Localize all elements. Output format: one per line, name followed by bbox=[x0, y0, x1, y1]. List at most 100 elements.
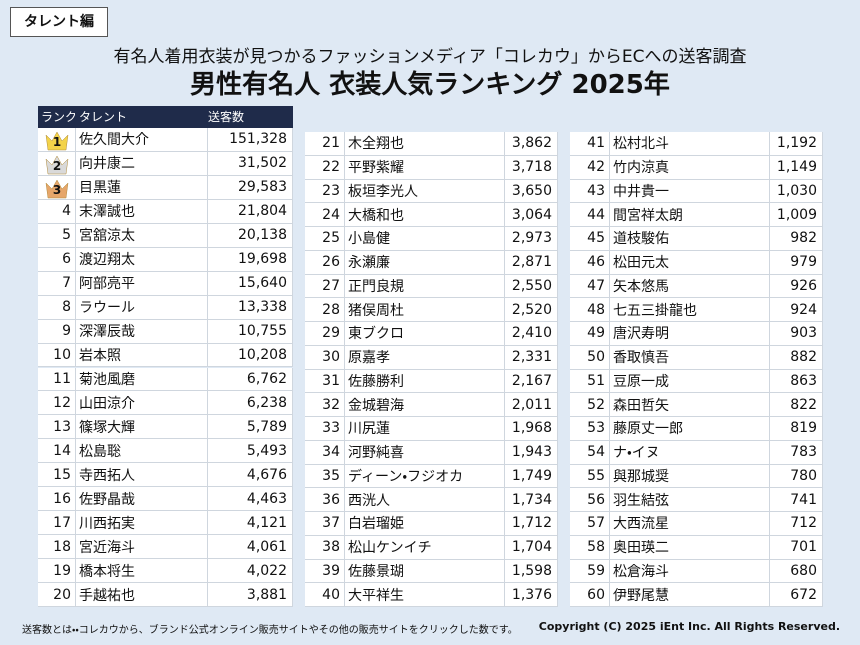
rank: 4 bbox=[38, 199, 76, 224]
talent-name: 宮近海斗 bbox=[76, 535, 208, 560]
talent-name: 七五三掛龍也 bbox=[610, 298, 770, 322]
referral-count: 4,676 bbox=[208, 463, 293, 488]
referral-count: 10,755 bbox=[208, 319, 293, 344]
talent-name: 手越祐也 bbox=[76, 583, 208, 607]
talent-name: 寺西拓人 bbox=[76, 463, 208, 488]
referral-count: 2,520 bbox=[505, 298, 558, 322]
talent-name: 目黒蓮 bbox=[76, 175, 208, 200]
referral-count: 1,376 bbox=[505, 583, 558, 607]
referral-count: 3,881 bbox=[208, 583, 293, 607]
rank: 52 bbox=[570, 393, 610, 417]
rank: 2 bbox=[52, 158, 62, 173]
rank: 38 bbox=[305, 535, 345, 560]
rank: 41 bbox=[570, 132, 610, 156]
rank: 21 bbox=[305, 132, 345, 156]
rank: 29 bbox=[305, 322, 345, 346]
rank: 26 bbox=[305, 250, 345, 275]
rank: 60 bbox=[570, 583, 610, 607]
referral-count: 1,968 bbox=[505, 417, 558, 441]
talent-name: 正門良規 bbox=[345, 274, 505, 299]
talent-name: 阿部亮平 bbox=[76, 271, 208, 296]
talent-name: 羽生結弦 bbox=[610, 488, 770, 512]
talent-name: 木全翔也 bbox=[345, 132, 505, 156]
talent-name: 森田哲矢 bbox=[610, 393, 770, 417]
referral-count: 5,493 bbox=[208, 439, 293, 464]
referral-count: 882 bbox=[770, 345, 823, 370]
referral-count: 3,862 bbox=[505, 132, 558, 156]
referral-count: 4,061 bbox=[208, 535, 293, 560]
rank: 16 bbox=[38, 487, 76, 512]
referral-count: 1,030 bbox=[770, 179, 823, 204]
rank: 34 bbox=[305, 440, 345, 465]
crown-icon bbox=[45, 131, 69, 151]
rank: 46 bbox=[570, 250, 610, 275]
header-cell: 送客数 bbox=[208, 106, 293, 128]
rank: 39 bbox=[305, 559, 345, 584]
rank: 10 bbox=[38, 343, 76, 368]
referral-count: 3,064 bbox=[505, 203, 558, 227]
rank: 1 bbox=[52, 135, 62, 149]
rank: 56 bbox=[570, 488, 610, 512]
referral-count: 151,328 bbox=[208, 128, 293, 152]
talent-name: 金城碧海 bbox=[345, 393, 505, 417]
talent-name: 猪俣周杜 bbox=[345, 298, 505, 322]
talent-name: 奥田瑛二 bbox=[610, 535, 770, 560]
rank: 42 bbox=[570, 155, 610, 180]
referral-count: 1,712 bbox=[505, 512, 558, 536]
referral-count: 4,022 bbox=[208, 559, 293, 584]
crown-icon bbox=[45, 179, 69, 199]
talent-name: 板垣李光人 bbox=[345, 179, 505, 204]
rank: 40 bbox=[305, 583, 345, 607]
subtitle: 有名人着用衣装が見つかるファッションメディア「コレカウ」からECへの送客調査 bbox=[113, 47, 747, 67]
referral-count: 2,331 bbox=[505, 345, 558, 370]
rank: 23 bbox=[305, 179, 345, 204]
talent-name: 中井貴一 bbox=[610, 179, 770, 204]
footnote: 送客数とは・・コレカウから、ブランド公式オンライン販売サイトやその他の販売サイト… bbox=[22, 625, 518, 636]
talent-name: 道枝駿佑 bbox=[610, 227, 770, 251]
talent-name: 松村北斗 bbox=[610, 132, 770, 156]
rank: 31 bbox=[305, 369, 345, 394]
talent-name: 間宮祥太朗 bbox=[610, 203, 770, 227]
referral-count: 6,762 bbox=[208, 367, 293, 392]
talent-name: 佐藤景瑚 bbox=[345, 559, 505, 584]
talent-name: 藤原丈一郎 bbox=[610, 417, 770, 441]
rank: 6 bbox=[38, 247, 76, 272]
referral-count: 2,410 bbox=[505, 322, 558, 346]
referral-count: 31,502 bbox=[208, 151, 293, 176]
talent-name: 東ブクロ bbox=[345, 322, 505, 346]
rank-cell: 1 bbox=[38, 128, 76, 152]
referral-count: 2,167 bbox=[505, 369, 558, 394]
referral-count: 783 bbox=[770, 440, 823, 465]
rank: 37 bbox=[305, 512, 345, 536]
rank: 17 bbox=[38, 511, 76, 536]
referral-count: 819 bbox=[770, 417, 823, 441]
crown-icon bbox=[45, 155, 69, 175]
referral-count: 6,238 bbox=[208, 391, 293, 416]
rank: 50 bbox=[570, 345, 610, 370]
referral-count: 1,734 bbox=[505, 488, 558, 512]
talent-name: 唐沢寿明 bbox=[610, 322, 770, 346]
talent-name: 松倉海斗 bbox=[610, 559, 770, 584]
referral-count: 13,338 bbox=[208, 295, 293, 320]
referral-count: 5,789 bbox=[208, 415, 293, 440]
referral-count: 2,011 bbox=[505, 393, 558, 417]
rank: 27 bbox=[305, 274, 345, 299]
referral-count: 780 bbox=[770, 464, 823, 489]
referral-count: 10,208 bbox=[208, 343, 293, 368]
referral-count: 979 bbox=[770, 250, 823, 275]
talent-name: 香取慎吾 bbox=[610, 345, 770, 370]
talent-name: 大平祥生 bbox=[345, 583, 505, 607]
referral-count: 20,138 bbox=[208, 223, 293, 248]
rank: 48 bbox=[570, 298, 610, 322]
rank: 36 bbox=[305, 488, 345, 512]
rank: 32 bbox=[305, 393, 345, 417]
rank: 54 bbox=[570, 440, 610, 465]
rank: 24 bbox=[305, 203, 345, 227]
referral-count: 1,149 bbox=[770, 155, 823, 180]
rank: 35 bbox=[305, 464, 345, 489]
referral-count: 982 bbox=[770, 227, 823, 251]
title: 男性有名人 衣装人気ランキング 2025年 bbox=[190, 70, 670, 100]
talent-name: 宮舘涼太 bbox=[76, 223, 208, 248]
talent-name: 平野紫耀 bbox=[345, 155, 505, 180]
